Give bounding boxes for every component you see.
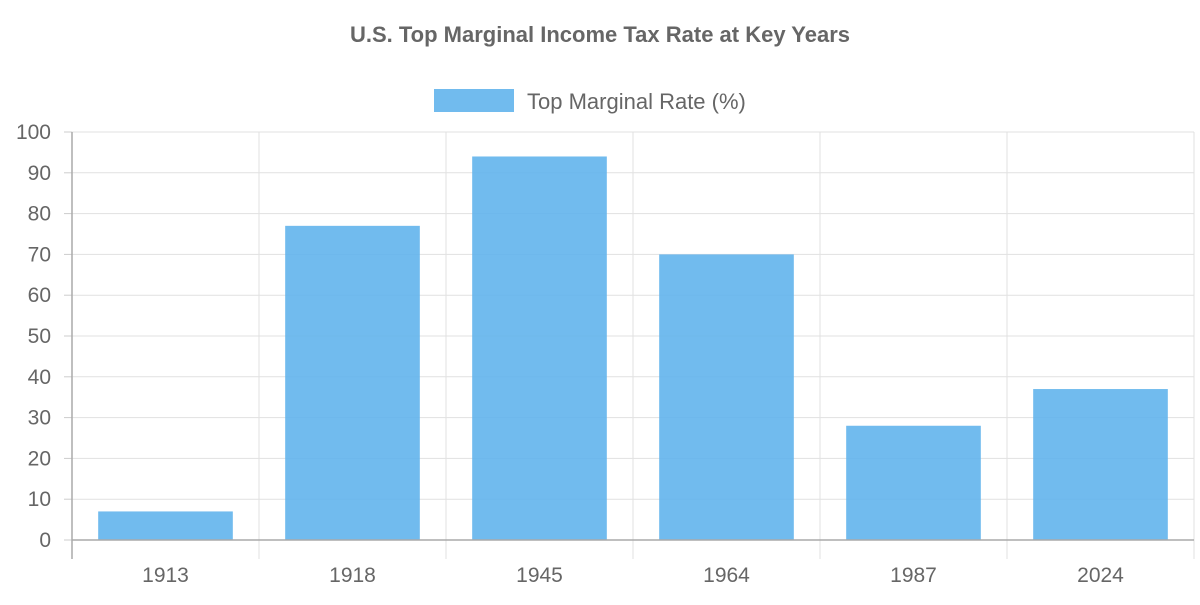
y-tick-label: 40 — [28, 366, 51, 389]
x-axis-ticks: 1913 1918 1945 1964 1987 2024 — [142, 564, 1124, 587]
legend[interactable]: Top Marginal Rate (%) — [434, 89, 746, 114]
bars — [98, 156, 1168, 541]
y-tick-label: 10 — [28, 488, 51, 511]
y-tick-label: 60 — [28, 284, 51, 307]
bar-1913 — [98, 511, 233, 540]
chart-title: U.S. Top Marginal Income Tax Rate at Key… — [350, 22, 850, 47]
y-tick-label: 50 — [28, 325, 51, 348]
x-tick-label: 1945 — [516, 564, 563, 587]
y-tick-label: 20 — [28, 447, 51, 470]
x-tick-label: 2024 — [1077, 564, 1124, 587]
bar-1964 — [659, 254, 794, 540]
x-tick-label: 1964 — [703, 564, 750, 587]
bar-2024 — [1033, 389, 1168, 540]
legend-label: Top Marginal Rate (%) — [527, 89, 746, 114]
y-tick-label: 100 — [16, 121, 51, 144]
y-tick-label: 80 — [28, 203, 51, 226]
x-tick-label: 1913 — [142, 564, 189, 587]
legend-swatch — [434, 89, 514, 112]
y-tick-label: 0 — [39, 529, 51, 552]
y-tick-label: 90 — [28, 162, 51, 185]
bar-1987 — [846, 425, 981, 540]
bar-1945 — [472, 156, 607, 541]
x-tick-label: 1987 — [890, 564, 937, 587]
axes — [71, 132, 1194, 559]
x-tick-label: 1918 — [329, 564, 376, 587]
bar-1918 — [285, 225, 420, 540]
y-tick-label: 30 — [28, 407, 51, 430]
y-axis-ticks: 0 10 20 30 40 50 60 70 80 90 100 — [16, 121, 51, 552]
grid-lines — [64, 131, 1195, 559]
y-tick-label: 70 — [28, 243, 51, 266]
